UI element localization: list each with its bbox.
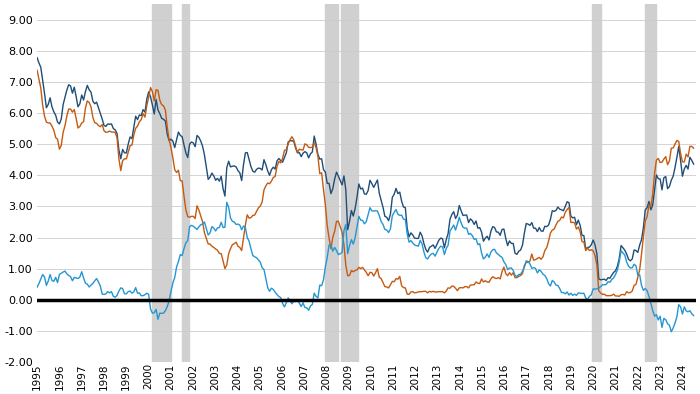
Bar (325, 4, 337, 362)
Bar (645, 4, 657, 362)
Bar (342, 4, 358, 362)
Bar (182, 4, 189, 362)
Bar (592, 4, 601, 362)
Bar (152, 4, 171, 362)
